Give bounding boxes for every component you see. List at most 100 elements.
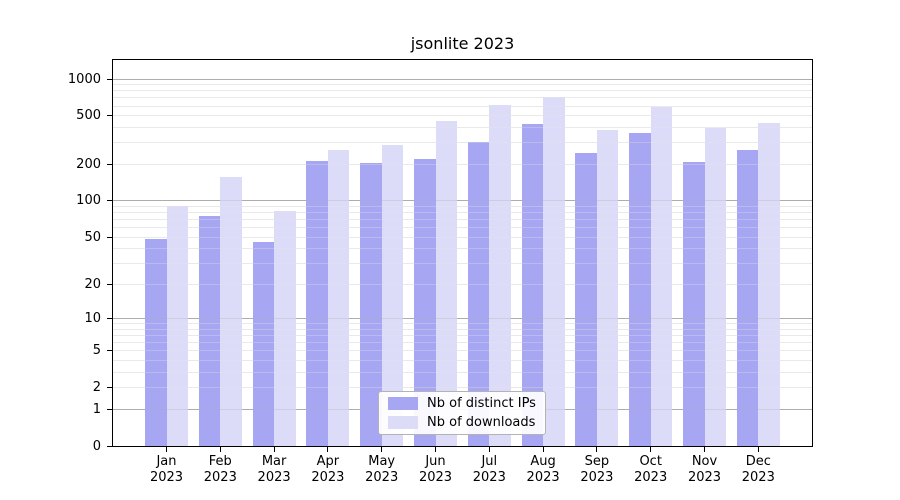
- bar-downloads: [489, 105, 511, 446]
- x-tick-mark: [542, 447, 544, 452]
- gridline-minor: [113, 360, 812, 361]
- y-tick-mark: [107, 115, 112, 117]
- gridline-minor: [113, 163, 812, 165]
- gridline-minor: [113, 335, 812, 336]
- x-tick-label: Aug 2023: [526, 454, 560, 485]
- gridline-minor: [113, 263, 812, 265]
- y-tick-label: 50: [84, 229, 101, 245]
- gridline-minor: [113, 205, 812, 207]
- y-tick-mark: [107, 445, 112, 447]
- bar-downloads: [274, 211, 296, 446]
- bar-downloads: [327, 150, 350, 446]
- legend-item-downloads: Nb of downloads: [388, 415, 536, 431]
- y-tick-mark: [107, 236, 112, 238]
- gridline-minor: [113, 342, 812, 344]
- gridline-minor: [113, 323, 812, 325]
- gridline-minor: [113, 283, 812, 285]
- x-tick-mark: [704, 447, 705, 452]
- x-tick-mark: [435, 447, 436, 452]
- plot-area: 1000 500 200 100 50 20 10 5 2 1 0 Jan 2023 Feb 2023 Mar…: [68, 59, 813, 486]
- x-tick-mark: [488, 447, 490, 452]
- y-tick-mark: [107, 78, 112, 80]
- x-tick-label: Oct 2023: [634, 454, 668, 485]
- legend-swatch-distinct-ips: [388, 397, 418, 410]
- bar-downloads: [220, 177, 242, 446]
- gridline-minor: [113, 219, 812, 221]
- gridline-minor: [113, 283, 812, 285]
- legend-label-downloads: Nb of downloads: [427, 414, 536, 430]
- y-tick-mark: [107, 408, 112, 410]
- axis-ticks-layer: 1000 500 200 100 50 20 10 5 2 1 0 Jan 2023 Feb 2023 Mar…: [68, 60, 812, 486]
- bar-distinct-ips: [252, 241, 275, 446]
- gridline-minor: [113, 219, 812, 221]
- y-tick-mark: [107, 387, 112, 389]
- bar-downloads: [381, 145, 404, 446]
- gridline-major: [113, 318, 812, 320]
- gridline-minor: [113, 248, 812, 250]
- x-tick-label: May 2023: [365, 454, 399, 485]
- x-tick-mark: [327, 447, 329, 452]
- gridline-minor: [113, 90, 812, 92]
- gridline-minor: [113, 142, 812, 144]
- gridline-major: [113, 318, 812, 320]
- x-tick-label: Jul 2023: [472, 454, 506, 485]
- gridline-minor: [113, 371, 812, 373]
- y-tick-mark: [107, 163, 112, 165]
- x-tick-label: Jan 2023: [149, 454, 184, 485]
- bar-distinct-ips: [467, 142, 490, 446]
- bar-downloads: [704, 128, 726, 446]
- gridline-minor: [113, 105, 812, 107]
- bar-distinct-ips: [629, 132, 651, 446]
- bar-distinct-ips: [736, 150, 759, 446]
- gridline-minor: [113, 142, 812, 144]
- gridline-major: [113, 78, 812, 80]
- x-tick-mark: [381, 447, 383, 452]
- legend-label-distinct-ips: Nb of distinct IPs: [427, 395, 536, 411]
- legend: Nb of distinct IPs Nb of downloads: [378, 391, 546, 435]
- gridline-minor: [113, 350, 812, 352]
- gridline-minor: [113, 205, 812, 207]
- bar-distinct-ips: [360, 163, 382, 446]
- bar-distinct-ips: [414, 159, 436, 446]
- bar-distinct-ips: [145, 239, 167, 446]
- gridline-minor: [113, 212, 812, 214]
- gridline-minor: [113, 371, 812, 373]
- y-tick-label: 0: [92, 438, 101, 454]
- gridline-minor: [113, 335, 812, 336]
- y-tick-mark: [107, 318, 112, 320]
- x-tick-mark: [757, 447, 759, 452]
- gridline-minor: [113, 227, 812, 229]
- x-tick-mark: [650, 447, 652, 452]
- bar-downloads: [650, 107, 673, 446]
- y-tick-label: 1000: [67, 71, 101, 87]
- chart-title: jsonlite 2023: [410, 34, 515, 53]
- legend-swatch-downloads: [388, 416, 418, 429]
- y-tick-mark: [107, 200, 112, 202]
- bar-downloads: [543, 96, 565, 446]
- bar-downloads: [166, 205, 188, 446]
- gridline-minor: [113, 212, 812, 214]
- x-tick-label: Dec 2023: [741, 454, 775, 485]
- bar-downloads: [435, 121, 457, 446]
- gridlines-layer: [113, 60, 812, 446]
- x-tick-label: Nov 2023: [687, 454, 722, 485]
- x-tick-label: Feb 2023: [203, 454, 237, 485]
- gridline-major: [113, 200, 812, 202]
- gridline-minor: [113, 263, 812, 265]
- x-tick-mark: [273, 447, 275, 452]
- x-tick-mark: [596, 447, 598, 452]
- gridline-major: [113, 200, 812, 202]
- gridline-minor: [113, 105, 812, 107]
- gridline-minor: [113, 84, 812, 86]
- gridline-minor: [113, 248, 812, 250]
- x-tick-mark: [219, 447, 221, 452]
- x-tick-label: Apr 2023: [311, 454, 345, 485]
- x-tick-label: Sep 2023: [580, 454, 614, 485]
- y-tick-label: 200: [76, 156, 101, 172]
- bar-distinct-ips: [306, 161, 328, 446]
- y-tick-mark: [107, 350, 112, 352]
- x-tick-label: Jun 2023: [418, 454, 453, 485]
- bar-distinct-ips: [575, 152, 597, 446]
- bar-downloads: [758, 122, 780, 446]
